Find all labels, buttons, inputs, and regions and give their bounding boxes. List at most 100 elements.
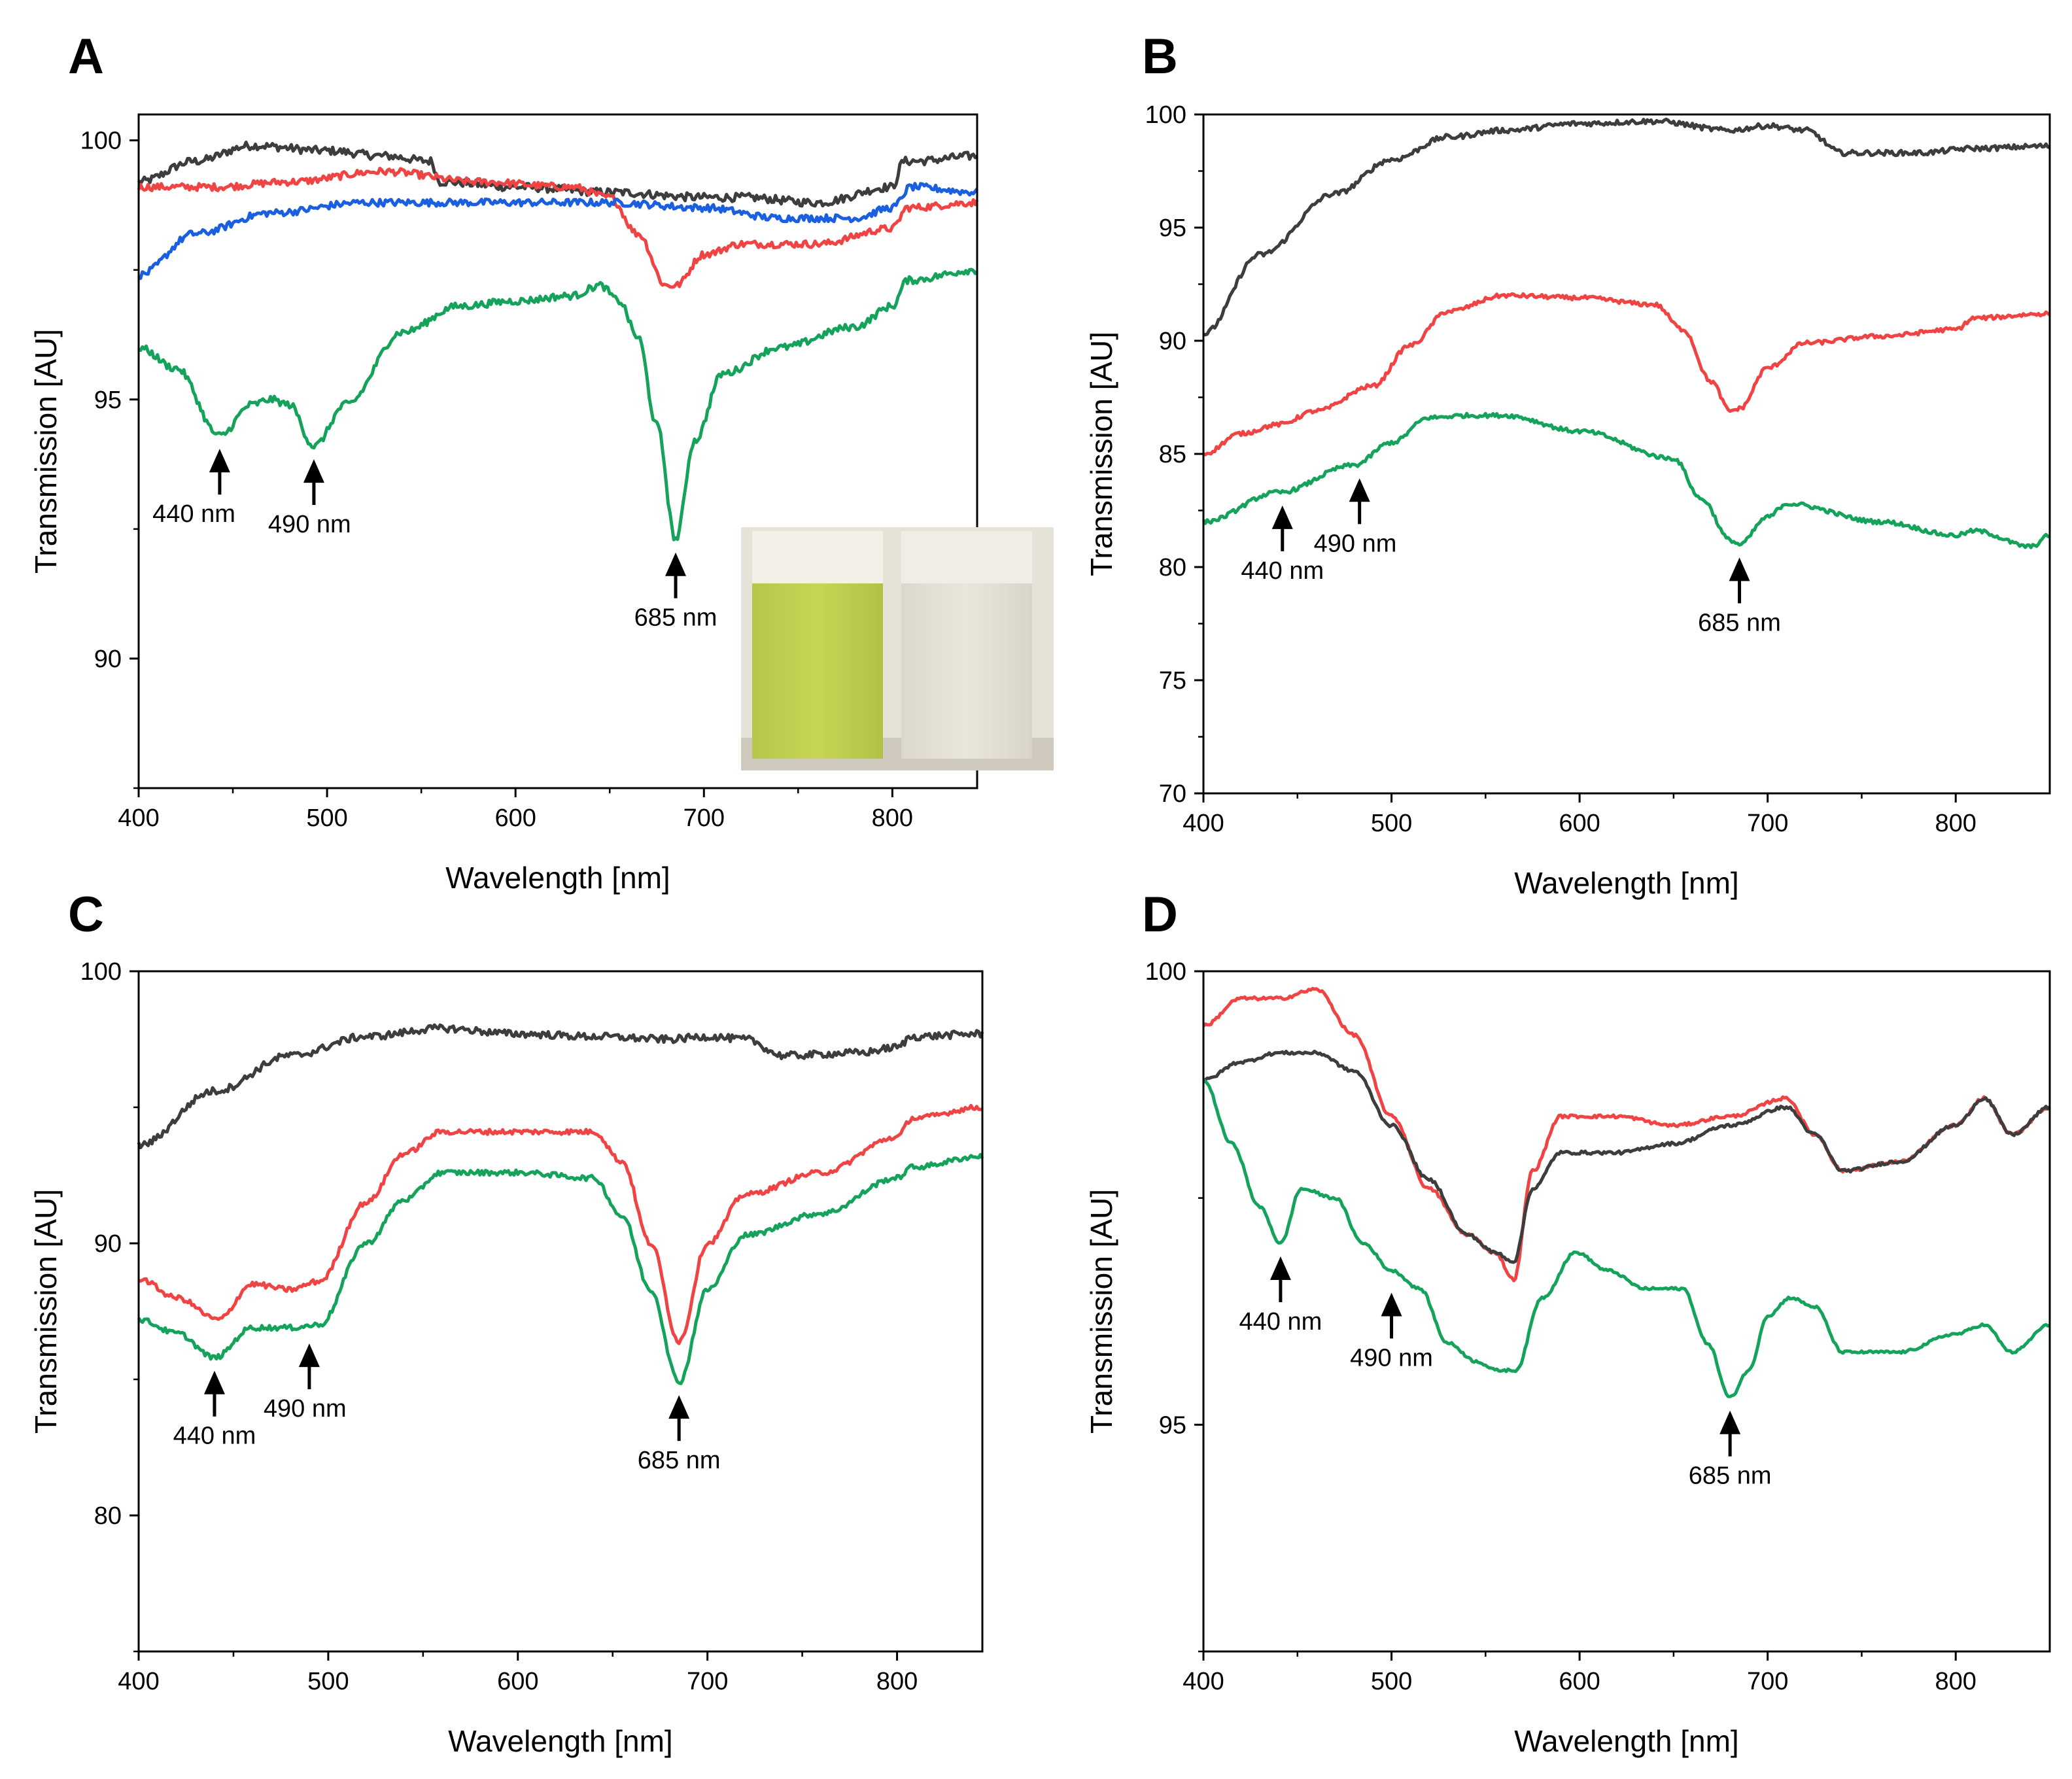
panel-a-series-black [137,141,978,208]
panel-b-annotation: 490 nm [1314,478,1397,557]
arrow-up-icon [1269,1256,1291,1280]
panel-b-ytick-label: 75 [1159,667,1186,695]
green-cuvette-cap [752,531,883,583]
panel-c-ytick-label: 80 [94,1502,122,1530]
panel-c-annotation: 685 nm [638,1395,721,1474]
panel-d-annotation: 490 nm [1350,1292,1433,1372]
panel-d-xtick-label: 800 [1935,1668,1977,1695]
panel-a: A 400 500 600 700 800 90 95 100 440 nm 490 nm 685 … [68,29,1054,832]
panel-letter-b: B [1142,29,1178,84]
panel-d-series-red [1202,986,2050,1283]
panel-b-ytick-label: 90 [1159,328,1186,355]
panel-d-annotation: 685 nm [1689,1410,1772,1490]
annotation-label: 490 nm [264,1395,347,1423]
arrow-up-icon [203,1370,225,1394]
arrow-up-icon [1719,1410,1741,1434]
panel-b-xtick-label: 400 [1183,810,1224,837]
panel-a-xlabel: Wavelength [nm] [445,861,670,895]
arrow-up-icon [1729,557,1750,581]
annotation-label: 490 nm [1314,530,1397,557]
panel-d-xtick-label: 700 [1747,1668,1788,1695]
annotation-label: 685 nm [638,1447,721,1474]
panel-a-ytick-label: 95 [94,387,122,414]
panel-b-series-black [1203,117,2050,337]
panel-a-xtick-label: 600 [494,804,536,832]
annotation-label: 440 nm [1239,1308,1322,1336]
annotation-label: 440 nm [1241,557,1324,585]
panel-d: D 400 500 600 700 800 95 100 440 nm 490 nm 685 nm [1142,887,2051,1695]
panel-c-xtick-label: 800 [876,1668,918,1695]
arrow-up-icon [209,449,230,473]
panel-a-xtick-label: 500 [306,804,347,832]
panel-b-ytick-label: 70 [1159,780,1186,808]
panel-a-ytick-label: 90 [94,646,122,673]
panel-c-xtick-label: 600 [497,1668,538,1695]
panel-letter-a: A [68,29,104,84]
arrow-up-icon [665,552,687,576]
panel-b-ytick-label: 80 [1159,554,1186,581]
panel-a-xtick-label: 800 [872,804,913,832]
annotation-label: 490 nm [268,511,351,538]
panel-b-xlabel: Wavelength [nm] [1514,866,1738,900]
panel-a-annotation: 490 nm [268,459,351,538]
arrow-up-icon [1349,478,1370,502]
annotation-label: 440 nm [173,1423,256,1450]
arrow-up-icon [303,459,324,483]
panel-b-ytick-label: 85 [1159,441,1186,468]
panel-b-axis-frame [1202,113,2051,795]
panel-b-xtick-label: 500 [1371,810,1412,837]
panel-a-xtick-label: 400 [118,804,159,832]
arrow-up-icon [1381,1292,1402,1317]
panel-c-xtick-label: 400 [118,1668,159,1695]
panel-c-series-red [138,1103,983,1345]
panel-d-xtick-label: 400 [1183,1668,1224,1695]
arrow-up-icon [298,1343,320,1368]
panel-c-annotation: 440 nm [173,1370,256,1450]
panel-d-series-green [1202,1078,2050,1398]
panel-d-plot: 400 500 600 700 800 95 100 440 nm 490 nm 685 nm [1145,958,2051,1695]
panel-b-annotation: 685 nm [1698,557,1781,636]
panel-c: C 400 500 600 700 800 80 90 100 440 nm 490 nm 685 … [68,887,984,1695]
panel-d-xlabel: Wavelength [nm] [1514,1724,1738,1758]
panel-c-series-black [137,1023,984,1150]
panel-a-xtick-label: 700 [683,804,725,832]
panel-b-series-green [1201,411,2050,549]
panel-b-ytick-label: 95 [1159,215,1186,242]
panel-b-xtick-label: 600 [1559,810,1600,837]
annotation-label: 490 nm [1350,1344,1433,1372]
panel-d-ytick-label: 100 [1145,958,1186,986]
panel-c-plot: 400 500 600 700 800 80 90 100 440 nm 490 nm 685 nm [80,958,984,1695]
annotation-label: 685 nm [634,604,717,632]
panel-a-inset-photo [741,527,1054,770]
panel-c-series-green [137,1152,984,1385]
panel-b-xtick-label: 800 [1935,810,1977,837]
panel-letter-c: C [68,887,104,942]
annotation-label: 685 nm [1689,1462,1772,1490]
panel-b-series-red [1202,292,2051,457]
panel-a-annotation: 685 nm [634,552,717,632]
panel-d-annotation: 440 nm [1239,1256,1322,1336]
arrow-up-icon [1271,505,1293,529]
arrow-up-icon [668,1395,690,1419]
panel-c-xtick-label: 700 [687,1668,728,1695]
panel-d-xtick-label: 500 [1371,1668,1412,1695]
panel-a-ytick-label: 100 [80,128,122,155]
panel-d-ylabel: Transmission [AU] [1084,1189,1118,1434]
panel-d-axis-frame [1202,970,2051,1653]
panel-a-series-green [138,268,978,542]
panel-c-ylabel: Transmission [AU] [29,1189,63,1434]
panel-b-xtick-label: 700 [1747,810,1788,837]
panel-c-ytick-label: 100 [80,958,122,986]
panel-c-xlabel: Wavelength [nm] [448,1724,672,1758]
panel-b-annotation: 440 nm [1241,505,1324,585]
panel-a-ylabel: Transmission [AU] [29,329,63,574]
panel-d-ytick-label: 95 [1159,1411,1186,1439]
panel-d-series-black [1202,1049,2051,1264]
panel-c-annotation: 490 nm [264,1343,347,1423]
pale-cuvette-cap [901,531,1032,583]
panel-letter-d: D [1142,887,1178,942]
panel-a-plot: 400 500 600 700 800 90 95 100 440 nm 490 nm 685 nm [80,128,979,832]
panel-d-xtick-label: 600 [1559,1668,1600,1695]
panel-a-annotation: 440 nm [152,449,235,528]
